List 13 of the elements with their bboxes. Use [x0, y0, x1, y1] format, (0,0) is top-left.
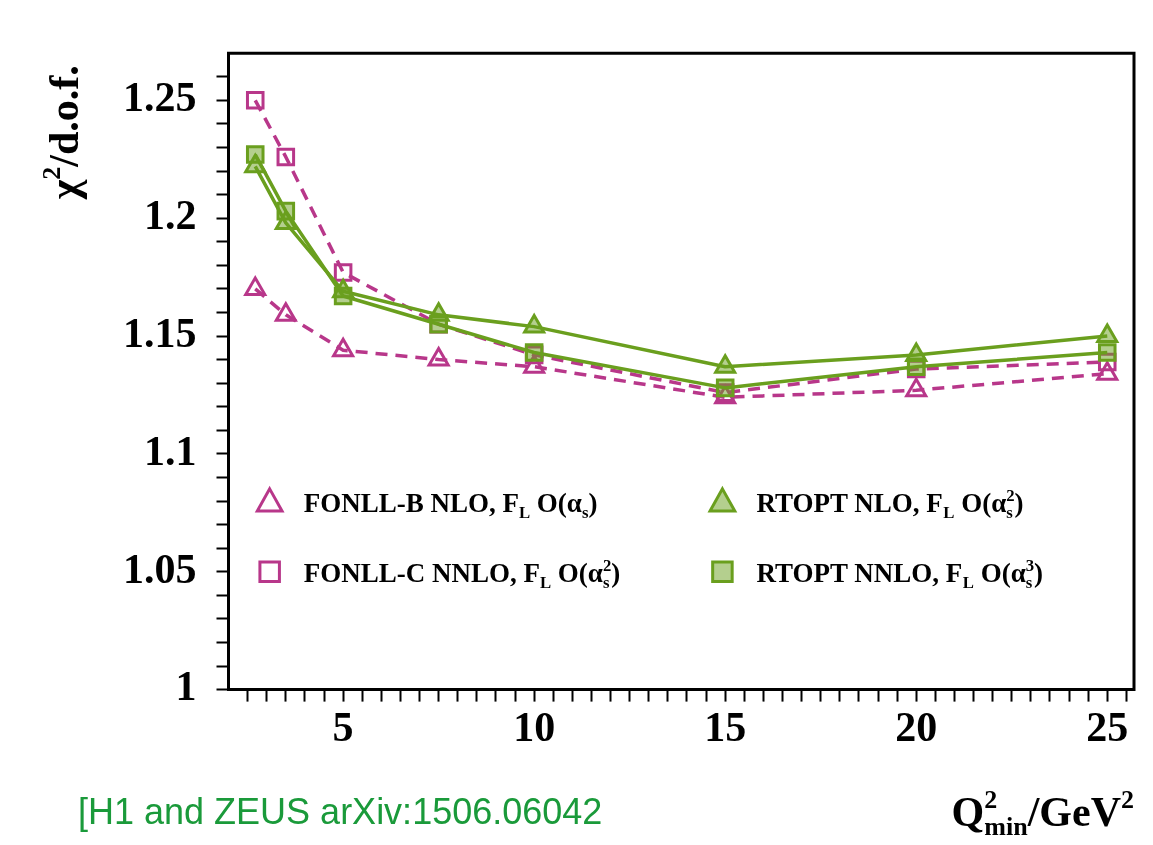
y-tick-label: 1.05 [123, 545, 197, 592]
y-tick-label: 1 [175, 663, 197, 710]
x-tick-label: 15 [704, 703, 747, 750]
x-tick-label: 20 [895, 703, 938, 750]
y-tick-label: 1.25 [123, 74, 197, 121]
text: [H1 and ZEUS arXiv:1506.06042 [78, 791, 603, 832]
y-tick-label: 1.15 [123, 309, 197, 356]
y-tick-label: 1.1 [144, 427, 197, 474]
y-tick-label: 1.2 [144, 192, 197, 239]
x-tick-label: 10 [513, 703, 556, 750]
x-tick-label: 25 [1086, 703, 1129, 750]
y-axis-title: χ2/d.o.f. [37, 65, 87, 201]
x-tick-label: 5 [332, 703, 354, 750]
